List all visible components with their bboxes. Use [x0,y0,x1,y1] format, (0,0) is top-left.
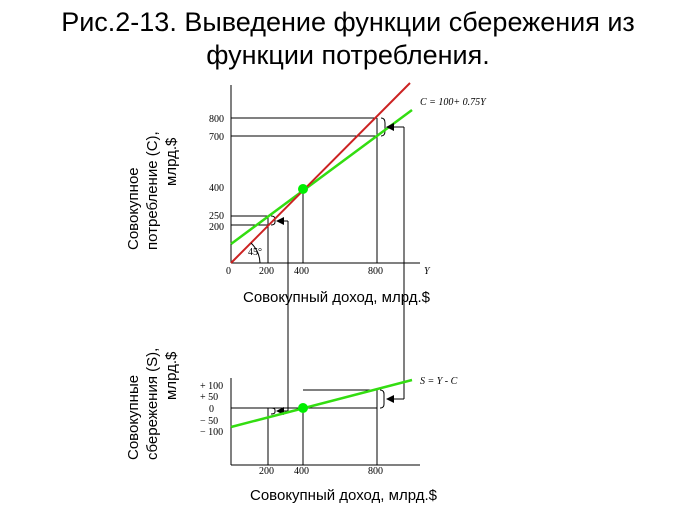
top-x-axis-symbol: Y [424,266,431,277]
figure-title-line1: Рис.2-13. Выведение функции сбережения и… [61,7,635,37]
top-xtick-400: 400 [294,266,309,277]
bottom-ytick-p100: + 100 [200,381,223,392]
bottom-y-axis-label: Совокупные сбережения (S), млрд.$ [125,348,180,460]
bottom-x-axis-label: Совокупный доход, млрд.$ [250,487,438,504]
top-ytick-700: 700 [209,132,224,143]
bottom-y-label-line3: млрд.$ [163,351,180,400]
bracket-sneg50 [270,407,276,415]
bottom-y-label-line1: Совокупные [125,375,142,460]
top-ytick-400: 400 [209,183,224,194]
equilibrium-point-bottom [298,403,308,413]
saving-equation: S = Y - C [420,376,458,387]
top-y-axis-label: Совокупное потребление (С), млрд.$ [125,131,180,250]
consumption-line [230,108,413,246]
bracket-800 [380,117,386,137]
bracket-200 [270,215,276,226]
bottom-xtick-800: 800 [368,466,383,477]
top-guides [231,117,386,263]
top-ytick-200: 200 [209,222,224,233]
top-xtick-200: 200 [259,266,274,277]
consumption-equation: C = 100+ 0.75Y [420,97,487,108]
bisector-45-line [230,82,411,264]
top-ytick-800: 800 [209,114,224,125]
saving-line [230,378,413,429]
top-chart: 45° C = 100+ 0.75Y 800 700 400 250 200 0… [125,82,487,306]
figure-title: Рис.2-13. Выведение функции сбережения и… [0,6,696,72]
top-x-axis-label: Совокупный доход, млрд.$ [243,289,431,306]
bottom-ytick-p50: + 50 [200,392,218,403]
equilibrium-point-top [298,184,308,194]
bottom-xtick-200: 200 [259,466,274,477]
top-y-label-line3: млрд.$ [163,137,180,186]
top-y-label-line1: Совокупное [125,167,142,250]
bottom-ytick-0: 0 [209,404,214,415]
figure-title-line2: функции потребления. [206,40,490,70]
angle-label: 45° [248,247,262,258]
top-xtick-800: 800 [368,266,383,277]
bracket-s100 [379,389,385,409]
bottom-ytick-m100: − 100 [200,427,223,438]
bottom-y-label-line2: сбережения (S), [144,348,161,460]
top-origin: 0 [226,266,231,277]
angle-arc [250,242,261,264]
bottom-chart: S = Y - C + 100 + 50 0 − 50 − 100 200 40… [125,348,458,504]
connectors [276,123,405,415]
top-ytick-250: 250 [209,211,224,222]
bottom-ytick-m50: − 50 [200,416,218,427]
top-y-label-line2: потребление (С), [144,131,161,250]
bottom-xtick-400: 400 [294,466,309,477]
